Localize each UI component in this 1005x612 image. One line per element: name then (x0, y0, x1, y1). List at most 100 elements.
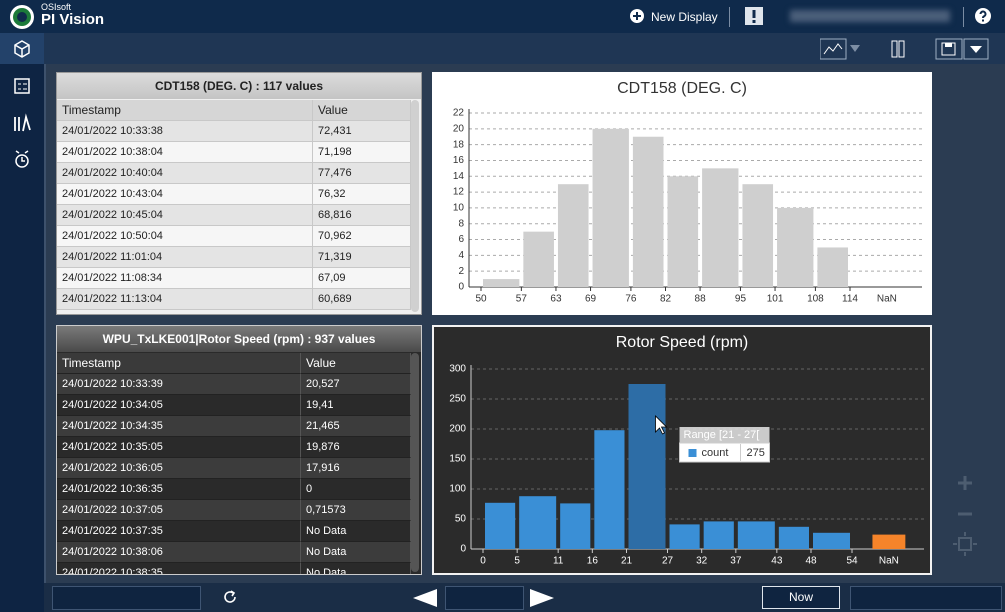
table-title: WPU_TxLKE001|Rotor Speed (rpm) : 937 val… (57, 326, 421, 352)
histogram: CDT158 (DEG. C) 0 2 4 6 8 10 12 14 16 18 20 22 50 57 63… (453, 80, 922, 305)
y-tick-label: 22 (453, 108, 465, 119)
y-tick-label: 4 (458, 250, 464, 261)
x-tick-label: 21 (621, 556, 633, 567)
column-header: Value (313, 100, 411, 121)
bar[interactable] (632, 136, 664, 287)
y-tick-label: 14 (453, 171, 465, 182)
y-tick-label: 20 (453, 123, 465, 134)
scrollbar[interactable] (411, 100, 419, 312)
table-cell: 24/01/2022 10:37:05 (57, 500, 301, 521)
user-blurred (790, 10, 950, 22)
x-tick-label: 32 (696, 556, 708, 567)
x-tick-label: 43 (771, 556, 783, 567)
y-tick-label: 6 (458, 234, 464, 245)
bar[interactable] (519, 496, 557, 549)
table-cell: No Data (301, 563, 411, 574)
table-cell: 24/01/2022 10:38:35 (57, 563, 301, 574)
table-cell: No Data (301, 521, 411, 542)
bar[interactable] (667, 176, 699, 287)
bar[interactable] (523, 231, 554, 287)
tooltip-label: count (702, 447, 729, 459)
bar[interactable] (777, 207, 814, 287)
help-icon[interactable] (974, 7, 992, 25)
bar[interactable] (483, 279, 520, 287)
zoom-controls[interactable] (952, 472, 978, 560)
nan-label: NaN (879, 556, 899, 567)
x-tick-label: 63 (550, 294, 562, 305)
y-tick-label: 0 (460, 544, 466, 555)
divider (44, 64, 46, 583)
y-tick-label: 200 (449, 424, 466, 435)
table-cell: 0 (301, 479, 411, 500)
scrollbar[interactable] (411, 353, 419, 572)
separator (729, 7, 730, 27)
table-cell: 70,962 (313, 226, 411, 247)
end-time-box[interactable] (850, 586, 1002, 610)
table-cell: 24/01/2022 10:40:04 (57, 163, 313, 184)
chart-title: Rotor Speed (rpm) (616, 334, 749, 351)
table-cell: No Data (301, 542, 411, 563)
refresh-icon[interactable] (222, 589, 238, 605)
table-cell: 24/01/2022 10:45:04 (57, 205, 313, 226)
alert-icon[interactable] (744, 6, 764, 26)
bar[interactable] (557, 184, 589, 287)
bar[interactable] (813, 532, 850, 549)
x-tick-label: 5 (514, 556, 520, 567)
bar[interactable] (742, 184, 774, 287)
table-cell: 19,41 (301, 395, 411, 416)
table-panel: CDT158 (DEG. C) : 117 values Timestamp Val… (56, 72, 422, 315)
table-cell: 24/01/2022 10:43:04 (57, 184, 313, 205)
bar[interactable] (560, 503, 591, 549)
now-button[interactable]: Now (762, 586, 840, 609)
y-tick-label: 150 (449, 454, 466, 465)
y-tick-label: 300 (449, 364, 466, 375)
new-display[interactable]: New Display (651, 10, 718, 24)
tooltip-swatch (688, 449, 697, 457)
y-tick-label: 2 (458, 266, 464, 277)
bar[interactable] (628, 384, 666, 549)
y-tick-label: 8 (458, 218, 464, 229)
bottom-bar: Now (44, 583, 1005, 612)
table-cell: 24/01/2022 10:38:06 (57, 542, 301, 563)
bar[interactable] (817, 247, 848, 287)
x-tick-label: 88 (695, 294, 707, 305)
start-time-box[interactable] (52, 586, 201, 610)
x-tick-label: 69 (585, 294, 597, 305)
y-tick-label: 10 (453, 203, 465, 214)
y-tick-label: 18 (453, 139, 465, 150)
y-tick-label: 16 (453, 155, 465, 166)
nav-arrows[interactable] (411, 587, 556, 609)
plus-icon[interactable] (629, 8, 645, 24)
table-cell: 24/01/2022 10:36:35 (57, 479, 301, 500)
bar[interactable] (669, 524, 700, 549)
table-cell: 17,916 (301, 458, 411, 479)
bar[interactable] (737, 521, 775, 549)
x-tick-label: 114 (842, 294, 858, 305)
toolbar-icons[interactable] (820, 38, 1000, 60)
bar[interactable] (702, 168, 739, 287)
bar[interactable] (778, 526, 809, 549)
table-cell: 71,319 (313, 247, 411, 268)
histogram: Rotor Speed (rpm) 0 50 100 150 200 250 300 0 5 11 1… (449, 334, 924, 567)
chart-title: CDT158 (DEG. C) (617, 80, 747, 97)
bar[interactable] (485, 502, 516, 549)
sidebar-icons[interactable] (12, 39, 32, 179)
bar[interactable] (594, 430, 625, 549)
x-tick-label: 101 (767, 294, 784, 305)
chart-panel: CDT158 (DEG. C) 0 2 4 6 8 10 12 14 16 18 20 22 50 57 63… (432, 72, 932, 315)
bar[interactable] (703, 521, 734, 549)
x-tick-label: 50 (475, 294, 487, 305)
table-cell: 24/01/2022 10:38:04 (57, 142, 313, 163)
tooltip-body (679, 442, 770, 463)
duration-box[interactable] (445, 586, 524, 610)
y-tick-label: 100 (449, 484, 466, 495)
bar[interactable] (592, 128, 629, 287)
chart-panel: Rotor Speed (rpm) 0 50 100 150 200 250 300 0 5 11 1… (432, 325, 932, 575)
table-cell: 24/01/2022 10:36:05 (57, 458, 301, 479)
y-tick-label: 12 (453, 187, 465, 198)
table-cell: 24/01/2022 11:01:04 (57, 247, 313, 268)
x-tick-label: 57 (516, 294, 528, 305)
table-cell: 77,476 (313, 163, 411, 184)
table-cell: 0,71573 (301, 500, 411, 521)
